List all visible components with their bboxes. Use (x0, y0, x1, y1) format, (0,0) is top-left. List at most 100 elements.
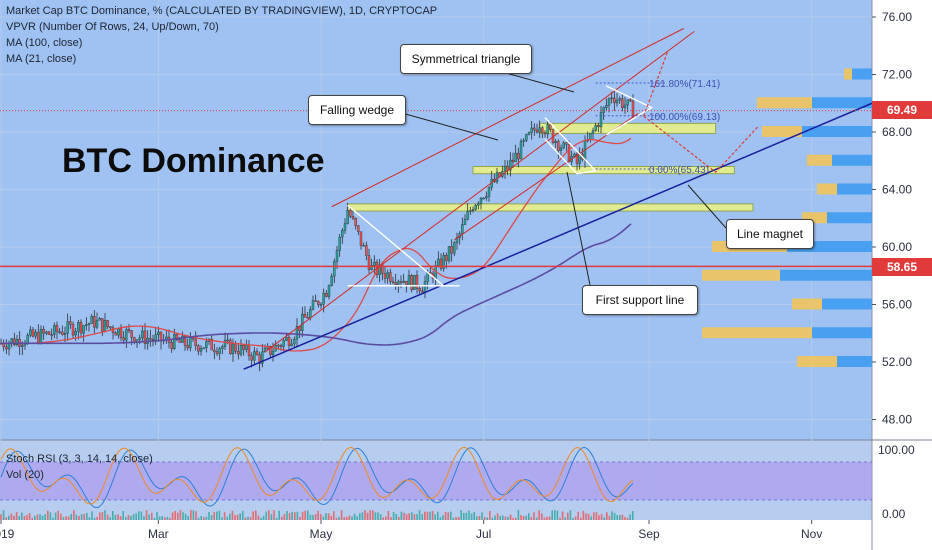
volume-bar (551, 510, 553, 520)
candle-body (466, 211, 469, 220)
vol-legend: Vol (20) (6, 469, 44, 481)
candle-body (469, 210, 472, 212)
volume-bar (156, 511, 158, 520)
btc-dominance-title: BTC Dominance (62, 142, 325, 180)
osc-axis-label: 100.00 (878, 443, 915, 457)
candle-body (357, 225, 360, 232)
volume-bar (10, 513, 13, 520)
candle-body (503, 165, 507, 172)
volume-profile-down-bar (702, 327, 812, 339)
candle-body (63, 333, 67, 335)
candle-body (349, 210, 352, 217)
candle-body (258, 354, 261, 364)
candle-body (149, 337, 152, 340)
candle-body (599, 112, 603, 128)
candle-body (319, 304, 323, 306)
candle-body (383, 273, 387, 279)
volume-bar (390, 517, 392, 520)
candle-body (13, 338, 16, 346)
volume-bar (0, 514, 2, 520)
volume-bar (125, 516, 127, 520)
volume-bar (119, 516, 122, 520)
volume-profile-up-bar (812, 97, 872, 109)
candle-body (351, 216, 355, 219)
candle-body (125, 329, 128, 341)
volume-bar (494, 515, 496, 520)
volume-bar (595, 512, 598, 520)
volume-bar (184, 513, 187, 520)
candle-body (82, 325, 85, 334)
symmetrical-triangle (605, 85, 654, 136)
candle-body (602, 107, 605, 113)
volume-bar (489, 511, 491, 520)
candle-body (279, 345, 283, 347)
candle-body (623, 104, 627, 108)
channel-upper-line (331, 28, 684, 208)
volume-bar (340, 510, 343, 520)
volume-profile-up-bar (822, 298, 872, 310)
volume-bar (262, 515, 265, 520)
time-axis-label: Jul (476, 527, 491, 541)
candle-body (245, 344, 248, 350)
candle-body (106, 320, 109, 327)
volume-bar (411, 512, 413, 520)
volume-bar (283, 513, 286, 520)
candle-body (541, 127, 544, 133)
volume-bar (520, 515, 522, 520)
volume-bar (93, 517, 96, 520)
candle-body (242, 345, 245, 350)
candle-body (71, 324, 75, 336)
price-axis-label: 76.00 (882, 10, 912, 24)
volume-bar (73, 510, 75, 520)
volume-bar (23, 516, 26, 520)
candle-body (522, 140, 525, 142)
volume-bar (28, 513, 31, 520)
candle-body (338, 236, 341, 251)
candle-body (231, 343, 235, 354)
volume-bar (60, 513, 62, 520)
candle-body (613, 97, 616, 104)
support-price-tag: 58.65 (872, 258, 932, 276)
candle-body (127, 329, 131, 331)
volume-bar (473, 512, 475, 520)
candle-body (109, 326, 112, 328)
volume-bar (18, 516, 20, 520)
volume-bar (530, 517, 533, 520)
candle-body (589, 132, 592, 140)
price-axis-label: 52.00 (882, 355, 912, 369)
callout-symmetrical-triangle: Symmetrical triangle (400, 44, 532, 74)
volume-bar (122, 510, 124, 520)
current-price-tag: 69.49 (872, 101, 932, 119)
candle-body (389, 272, 392, 282)
candle-body (370, 265, 373, 270)
candle-body (410, 275, 413, 290)
candle-body (607, 98, 611, 106)
volume-bar (275, 517, 278, 520)
volume-bar (361, 512, 364, 520)
volume-profile-up-bar (787, 241, 872, 252)
candle-body (210, 338, 213, 351)
volume-bar (398, 516, 400, 520)
price-axis-label: 48.00 (882, 413, 912, 427)
candle-body (287, 336, 291, 347)
volume-bar (57, 510, 59, 520)
candle-body (205, 341, 208, 348)
volume-bar (626, 517, 629, 520)
candle-body (341, 230, 344, 238)
candle-body (26, 335, 29, 344)
ma21-legend: MA (21, close) (6, 53, 77, 65)
candle-body (538, 127, 541, 133)
volume-profile-down-bar (797, 356, 837, 367)
candle-body (343, 223, 347, 231)
candle-body (39, 329, 43, 343)
volume-bar (203, 517, 205, 520)
volume-bar (364, 510, 366, 520)
volume-bar (325, 513, 327, 520)
volume-bar (504, 516, 507, 520)
volume-bar (366, 512, 369, 520)
candle-body (10, 338, 13, 344)
volume-bar (5, 517, 7, 520)
volume-bar (476, 516, 478, 520)
volume-bar (244, 517, 247, 520)
